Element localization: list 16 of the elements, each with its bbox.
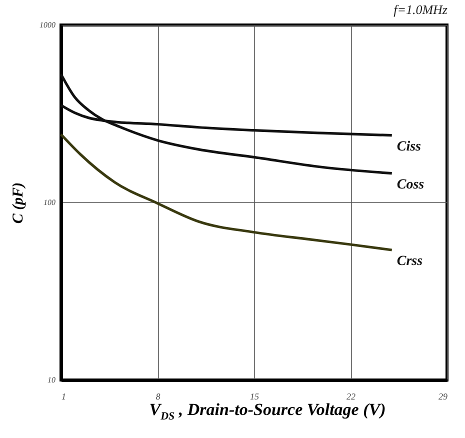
y-tick-label: 1000 xyxy=(40,20,56,30)
x-tick-label: 15 xyxy=(250,392,260,402)
x-tick-label: 1 xyxy=(62,392,66,402)
x-axis-title: V$_{DS}$ , Drain-to-Source Voltage (V) xyxy=(148,400,387,422)
y-axis-title: C (pF) xyxy=(10,182,26,224)
series-label: Ciss xyxy=(396,139,422,154)
series-label: Crss xyxy=(396,254,424,269)
x-tick-label: 22 xyxy=(346,392,356,402)
line-series xyxy=(60,133,394,252)
y-tick-label: 100 xyxy=(44,198,56,207)
x-tick-label: 29 xyxy=(438,392,448,402)
text: f=1.0MHz xyxy=(394,2,448,17)
y-tick-label: 10 xyxy=(48,376,56,384)
line-series xyxy=(60,72,394,175)
series-label: Coss xyxy=(396,177,425,192)
x-tick-label: 8 xyxy=(156,392,161,402)
